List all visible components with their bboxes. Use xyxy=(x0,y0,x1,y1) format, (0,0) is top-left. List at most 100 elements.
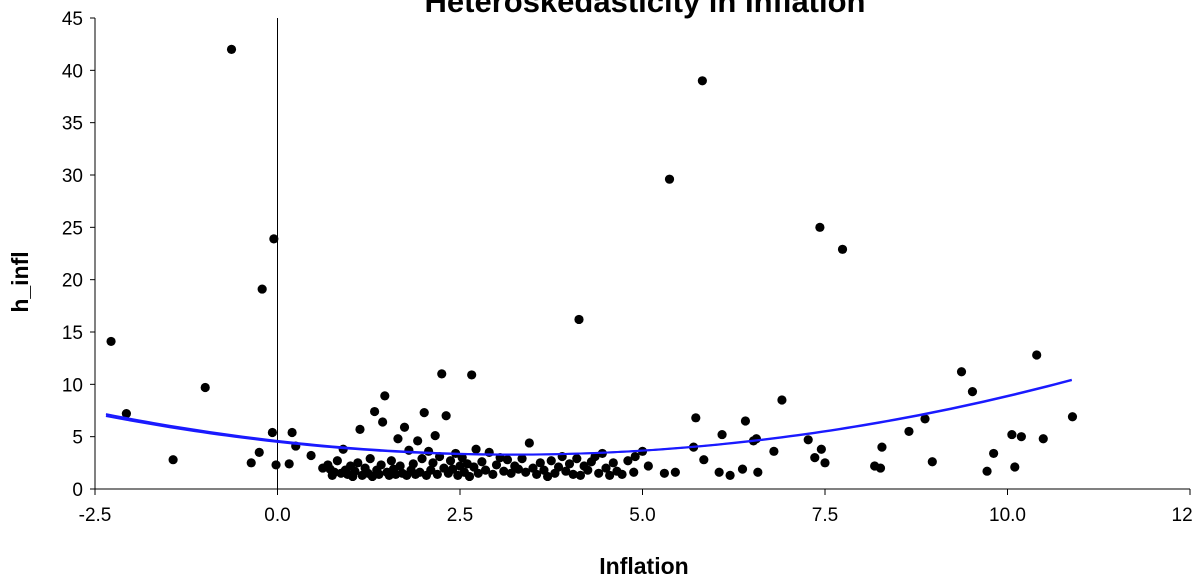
data-point xyxy=(815,222,825,232)
data-point xyxy=(659,468,670,478)
y-axis: 0 5 10 15 20 25 30 35 40 45 xyxy=(62,9,96,501)
data-point xyxy=(561,466,571,476)
data-point xyxy=(1016,432,1026,442)
data-point xyxy=(623,456,633,466)
data-point xyxy=(670,467,680,477)
data-point xyxy=(355,424,365,434)
chart-title: Heteroskedasticity in Inflation xyxy=(425,0,866,19)
data-point xyxy=(168,455,178,465)
data-point xyxy=(564,459,575,469)
data-point xyxy=(513,464,524,474)
data-point xyxy=(524,438,534,448)
data-point xyxy=(445,456,456,466)
data-point xyxy=(532,469,542,479)
data-point xyxy=(956,367,967,377)
data-point xyxy=(491,460,502,470)
data-point xyxy=(535,458,545,468)
x-tick-label: 10.0 xyxy=(989,505,1026,526)
data-point xyxy=(467,370,477,380)
data-point xyxy=(664,174,675,184)
y-tick-label: 10 xyxy=(62,375,83,396)
data-point xyxy=(816,444,826,454)
data-point xyxy=(365,454,375,464)
data-point xyxy=(380,391,390,401)
data-point xyxy=(820,458,830,468)
x-tick-label: 0.0 xyxy=(264,505,290,526)
data-point xyxy=(699,455,709,465)
data-point xyxy=(473,468,483,478)
data-point xyxy=(426,465,436,475)
data-point xyxy=(751,434,761,444)
data-point xyxy=(417,454,427,464)
data-point xyxy=(200,382,210,393)
plot-area xyxy=(105,18,1078,489)
data-point xyxy=(982,466,992,476)
y-tick-label: 30 xyxy=(62,166,83,187)
data-point xyxy=(386,456,396,466)
data-point xyxy=(967,387,978,397)
data-point xyxy=(306,450,316,461)
data-point xyxy=(121,409,131,419)
x-tick-label: 2.5 xyxy=(447,505,473,526)
data-point xyxy=(546,456,556,466)
data-point xyxy=(608,458,618,468)
data-point xyxy=(437,369,447,379)
data-point xyxy=(740,416,751,426)
data-point xyxy=(714,467,724,477)
data-point xyxy=(725,470,735,480)
data-point xyxy=(877,442,887,452)
data-point xyxy=(617,469,627,479)
data-point xyxy=(246,458,256,468)
data-point xyxy=(284,459,294,469)
data-point xyxy=(393,434,403,444)
y-tick-label: 25 xyxy=(62,218,83,239)
data-point xyxy=(257,284,267,294)
data-point xyxy=(287,427,297,438)
y-tick-label: 0 xyxy=(72,480,83,501)
data-point xyxy=(543,471,553,482)
x-axis-title: Inflation xyxy=(599,553,688,579)
data-point xyxy=(629,467,639,477)
data-point xyxy=(480,465,491,475)
data-point xyxy=(376,460,386,470)
data-point xyxy=(1032,350,1042,360)
data-point xyxy=(399,422,410,432)
data-point xyxy=(737,464,748,474)
data-point xyxy=(226,44,237,55)
y-tick-label: 40 xyxy=(62,61,83,82)
data-point xyxy=(583,465,593,475)
data-point xyxy=(568,469,578,479)
y-tick-label: 20 xyxy=(62,271,83,292)
data-point xyxy=(630,451,640,462)
data-point xyxy=(432,469,442,479)
x-axis: -2.5 0.0 2.5 5.0 7.5 10.0 12.5 xyxy=(79,488,1194,526)
data-point xyxy=(369,406,380,417)
data-point xyxy=(271,460,281,470)
data-point xyxy=(502,455,513,465)
x-tick-label: 12.5 xyxy=(1172,505,1194,526)
data-point xyxy=(350,466,360,476)
data-point xyxy=(254,447,264,457)
data-point xyxy=(904,426,914,437)
data-point xyxy=(691,413,701,423)
data-point xyxy=(106,336,116,347)
data-point xyxy=(428,458,438,468)
data-point xyxy=(1067,412,1078,422)
data-point xyxy=(989,448,999,459)
data-point xyxy=(575,470,586,480)
data-point xyxy=(927,457,937,467)
data-point xyxy=(574,314,584,325)
data-point xyxy=(419,407,429,418)
data-point xyxy=(441,411,451,421)
data-point xyxy=(777,395,787,405)
data-point xyxy=(374,469,384,479)
data-point xyxy=(448,464,458,474)
data-point xyxy=(471,444,481,454)
data-point xyxy=(590,451,600,462)
data-point xyxy=(404,445,414,455)
y-tick-label: 5 xyxy=(72,428,83,449)
x-tick-label: 5.0 xyxy=(629,505,655,526)
data-point xyxy=(413,436,423,446)
y-tick-label: 15 xyxy=(62,323,83,344)
